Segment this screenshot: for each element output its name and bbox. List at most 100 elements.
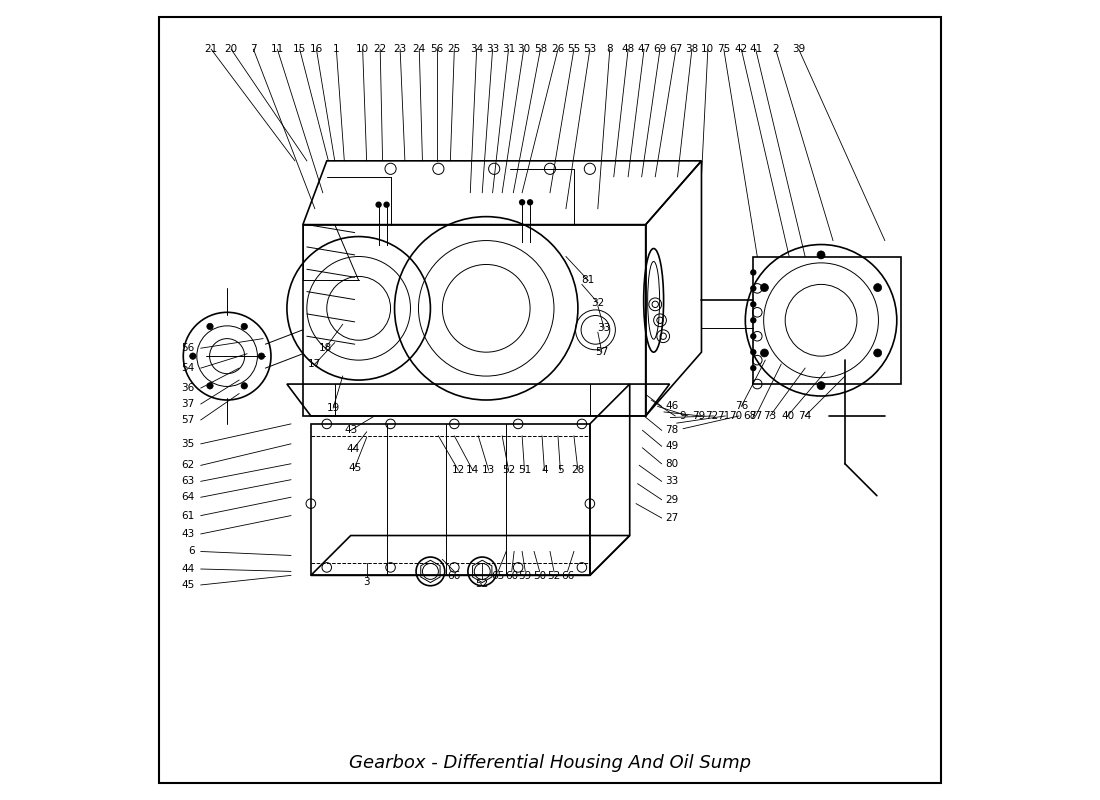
Text: 23: 23 — [394, 44, 407, 54]
Text: 19: 19 — [327, 403, 340, 413]
Text: 34: 34 — [470, 44, 483, 54]
Text: 33: 33 — [486, 44, 499, 54]
Text: 79: 79 — [692, 411, 705, 421]
Text: 20: 20 — [224, 44, 238, 54]
Text: 6: 6 — [188, 546, 195, 557]
Text: 45: 45 — [348, 462, 361, 473]
Text: 66: 66 — [561, 571, 574, 582]
Circle shape — [189, 353, 196, 359]
Text: 18: 18 — [319, 343, 332, 353]
Circle shape — [750, 270, 757, 276]
Text: 24: 24 — [412, 44, 426, 54]
Text: 9: 9 — [679, 411, 685, 421]
Text: 32: 32 — [591, 298, 605, 308]
Text: 8: 8 — [606, 44, 613, 54]
Text: 35: 35 — [182, 439, 195, 449]
Text: 52: 52 — [502, 465, 515, 475]
Text: 65: 65 — [492, 571, 505, 582]
Text: 25: 25 — [448, 44, 461, 54]
Text: 49: 49 — [666, 442, 679, 451]
Text: 44: 44 — [346, 445, 360, 454]
Circle shape — [817, 382, 825, 390]
Text: 38: 38 — [685, 44, 698, 54]
Text: 45: 45 — [182, 580, 195, 590]
Text: 12: 12 — [452, 465, 465, 475]
Circle shape — [375, 202, 382, 208]
Text: 30: 30 — [517, 44, 530, 54]
Circle shape — [241, 382, 248, 389]
Text: 1: 1 — [333, 44, 340, 54]
Text: 26: 26 — [551, 44, 564, 54]
Text: 37: 37 — [182, 399, 195, 409]
Circle shape — [750, 333, 757, 339]
Text: 21: 21 — [205, 44, 218, 54]
Circle shape — [207, 323, 213, 330]
Text: 51: 51 — [518, 465, 531, 475]
Text: 71: 71 — [717, 411, 730, 421]
Circle shape — [258, 353, 265, 359]
Circle shape — [207, 382, 213, 389]
Text: 41: 41 — [749, 44, 762, 54]
Text: 77: 77 — [749, 411, 762, 421]
Text: 17: 17 — [308, 359, 321, 369]
Circle shape — [750, 317, 757, 323]
Text: 14: 14 — [466, 465, 480, 475]
Text: 10: 10 — [356, 44, 370, 54]
Text: 56: 56 — [430, 44, 443, 54]
Circle shape — [817, 251, 825, 259]
Text: 78: 78 — [666, 426, 679, 435]
Circle shape — [527, 199, 534, 206]
Text: 53: 53 — [583, 44, 596, 54]
Text: 28: 28 — [571, 465, 584, 475]
Text: 13: 13 — [482, 465, 495, 475]
Text: 57: 57 — [595, 347, 608, 357]
Circle shape — [873, 349, 882, 357]
Text: 31: 31 — [502, 44, 515, 54]
Text: 60: 60 — [505, 571, 518, 582]
Text: 68: 68 — [742, 411, 756, 421]
Text: 44: 44 — [182, 564, 195, 574]
Text: 61: 61 — [182, 510, 195, 521]
Text: 76: 76 — [735, 402, 748, 411]
Text: 48: 48 — [621, 44, 635, 54]
Circle shape — [750, 301, 757, 307]
Circle shape — [750, 365, 757, 371]
Text: 15: 15 — [293, 44, 306, 54]
Text: 63: 63 — [182, 476, 195, 486]
Text: 56: 56 — [182, 343, 195, 353]
Circle shape — [750, 349, 757, 355]
Text: 39: 39 — [792, 44, 805, 54]
Text: 67: 67 — [669, 44, 683, 54]
Text: 57: 57 — [182, 415, 195, 425]
Text: 27: 27 — [666, 513, 679, 523]
Text: 72: 72 — [705, 411, 718, 421]
Text: 50: 50 — [534, 571, 547, 582]
Circle shape — [750, 285, 757, 291]
Text: 74: 74 — [799, 411, 812, 421]
Text: 66: 66 — [448, 571, 461, 582]
Text: 10: 10 — [702, 44, 714, 54]
Text: 11: 11 — [271, 44, 284, 54]
Text: 75: 75 — [717, 44, 730, 54]
Text: 2: 2 — [772, 44, 779, 54]
Text: 42: 42 — [735, 44, 748, 54]
Text: 33: 33 — [666, 476, 679, 486]
Text: 54: 54 — [182, 363, 195, 373]
Circle shape — [384, 202, 389, 208]
Text: 7: 7 — [250, 44, 256, 54]
Text: 47: 47 — [637, 44, 651, 54]
Text: 3: 3 — [363, 577, 370, 587]
Text: 81: 81 — [582, 275, 595, 286]
Circle shape — [873, 284, 882, 291]
Text: 29: 29 — [666, 494, 679, 505]
Text: 40: 40 — [781, 411, 794, 421]
Circle shape — [241, 323, 248, 330]
Text: 73: 73 — [763, 411, 777, 421]
Text: 43: 43 — [182, 529, 195, 539]
Text: 33: 33 — [597, 323, 611, 334]
Text: 16: 16 — [310, 44, 323, 54]
Text: 55: 55 — [568, 44, 581, 54]
Text: 62: 62 — [182, 460, 195, 470]
Circle shape — [519, 199, 526, 206]
Circle shape — [760, 284, 769, 291]
